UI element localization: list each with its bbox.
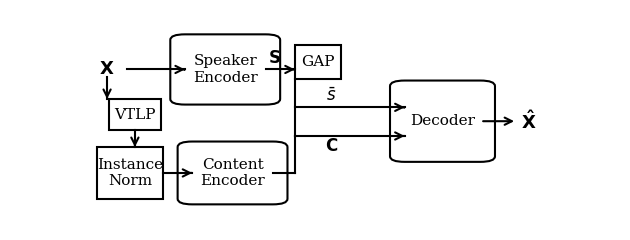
- Text: $\mathbf{S}$: $\mathbf{S}$: [268, 50, 281, 67]
- FancyBboxPatch shape: [390, 81, 495, 162]
- FancyBboxPatch shape: [178, 142, 287, 204]
- Text: Decoder: Decoder: [410, 114, 475, 128]
- Text: Instance
Norm: Instance Norm: [97, 158, 163, 188]
- FancyBboxPatch shape: [97, 147, 163, 199]
- FancyBboxPatch shape: [109, 99, 161, 131]
- Text: GAP: GAP: [301, 55, 335, 69]
- FancyBboxPatch shape: [170, 34, 280, 105]
- FancyBboxPatch shape: [295, 45, 341, 79]
- Text: VTLP: VTLP: [114, 108, 156, 122]
- Text: Content
Encoder: Content Encoder: [200, 158, 265, 188]
- Text: $\mathbf{\hat{X}}$: $\mathbf{\hat{X}}$: [522, 110, 537, 132]
- Text: $\bar{s}$: $\bar{s}$: [326, 88, 336, 105]
- Text: $\mathbf{X}$: $\mathbf{X}$: [100, 60, 115, 78]
- Text: $\mathbf{C}$: $\mathbf{C}$: [325, 138, 338, 155]
- Text: Speaker
Encoder: Speaker Encoder: [193, 54, 258, 84]
